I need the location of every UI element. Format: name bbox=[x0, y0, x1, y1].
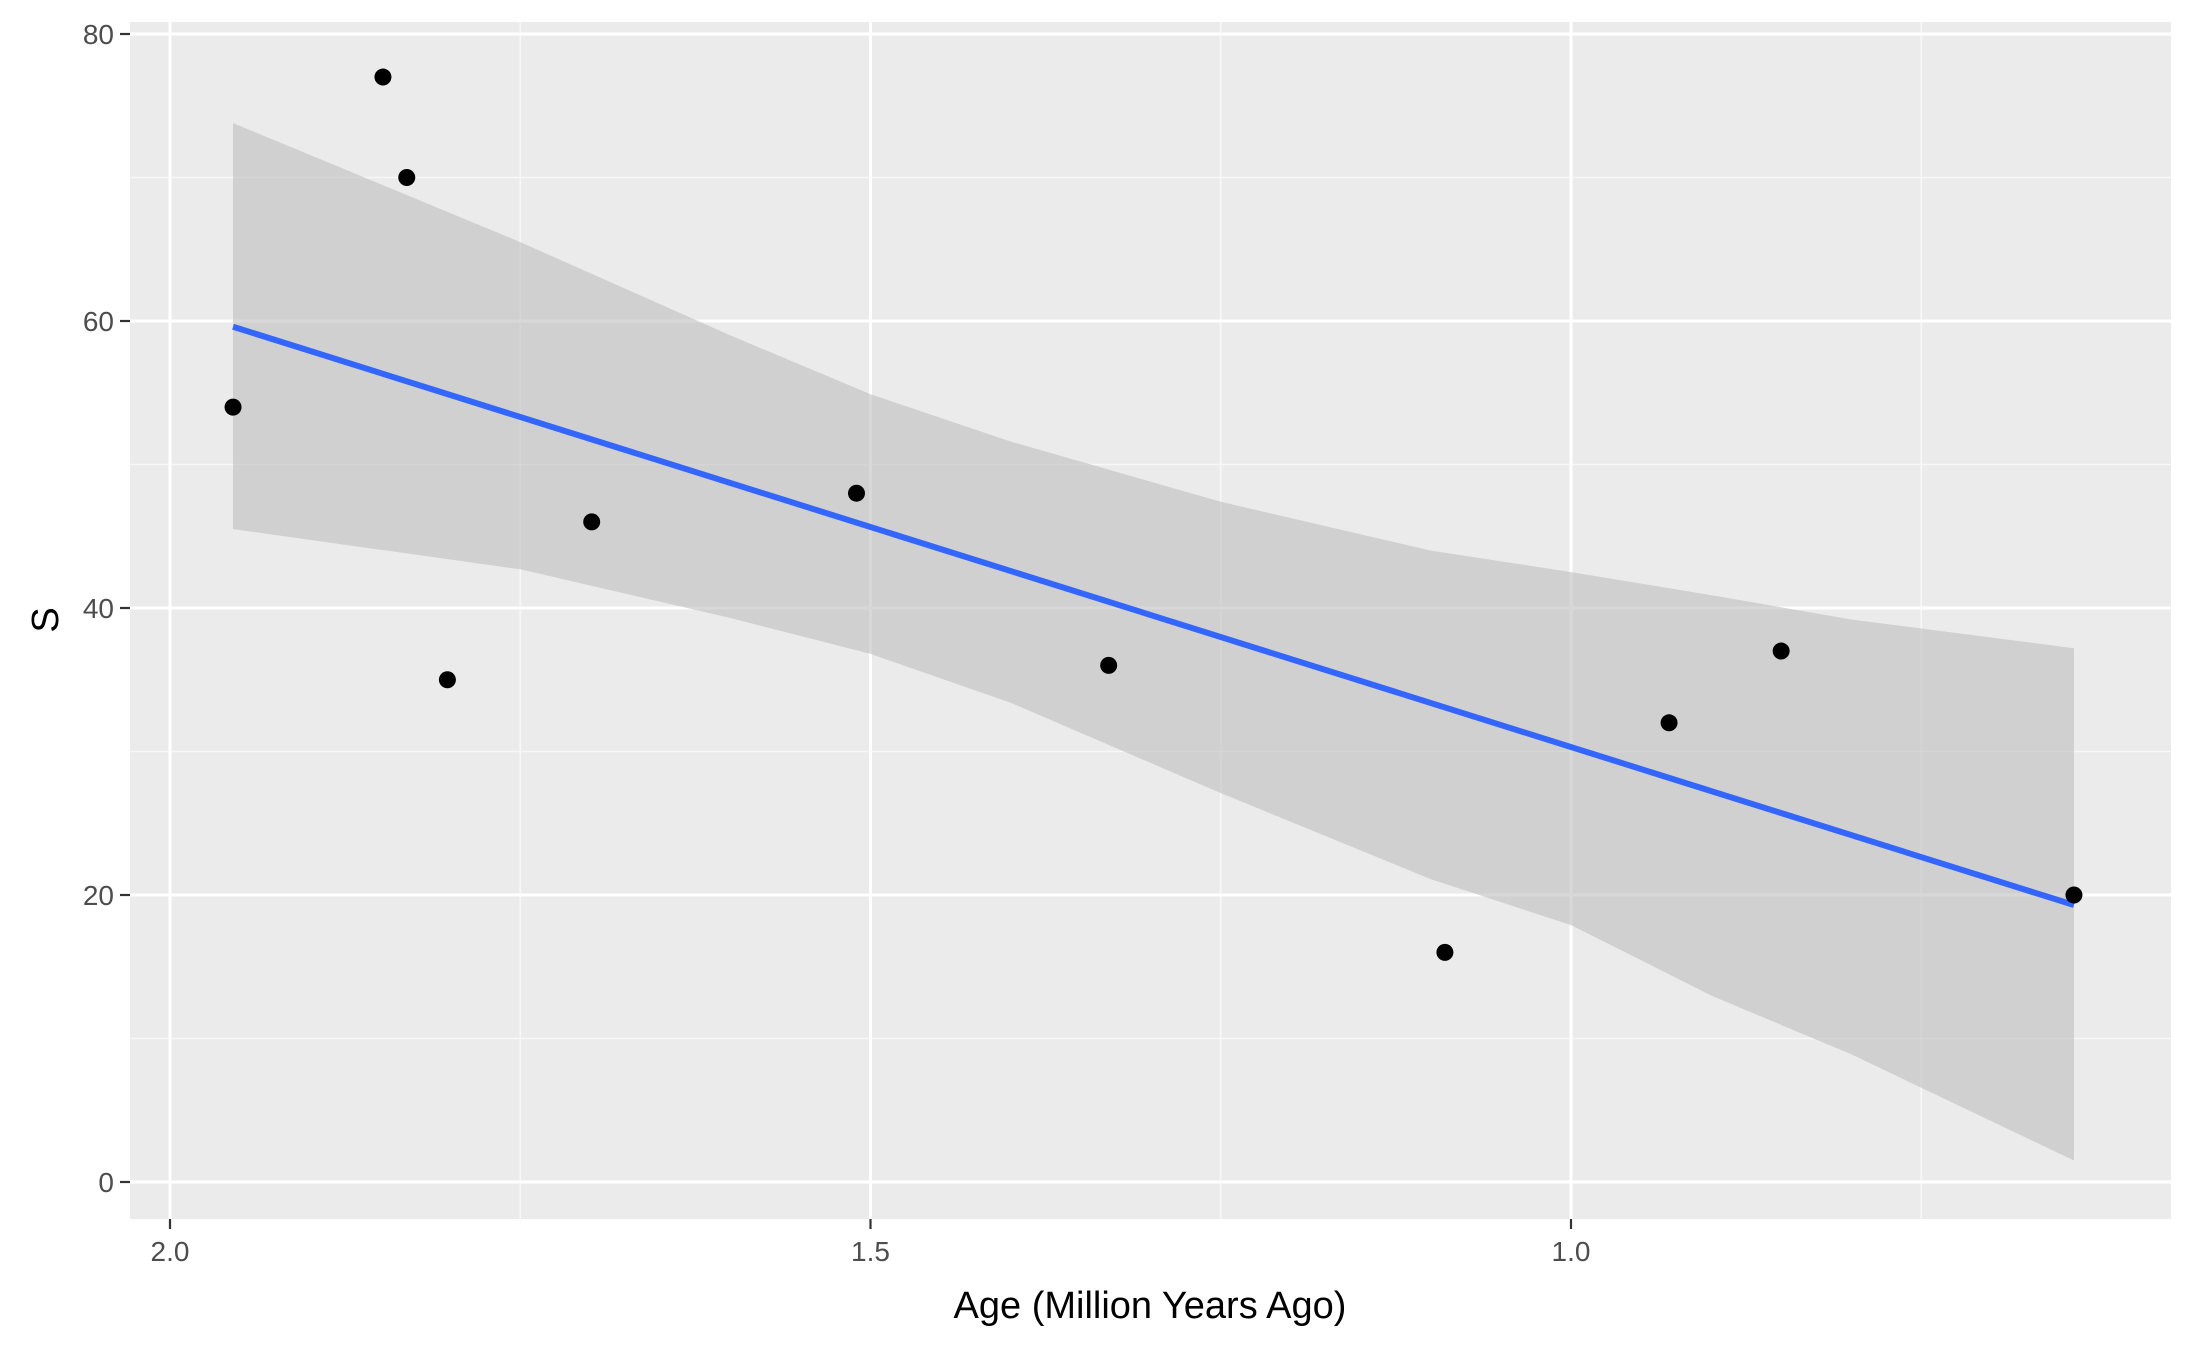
y-tick-label: 80 bbox=[83, 19, 114, 50]
data-point bbox=[224, 398, 242, 416]
x-tick-label: 1.0 bbox=[1552, 1236, 1591, 1267]
x-axis-ticks: 2.0 1.5 1.0 bbox=[151, 1219, 1591, 1267]
x-axis-title: Age (Million Years Ago) bbox=[954, 1285, 1347, 1327]
data-point bbox=[398, 169, 416, 186]
data-point bbox=[1660, 714, 1678, 732]
y-tick-label: 60 bbox=[83, 306, 114, 337]
data-points bbox=[224, 68, 2083, 961]
data-point bbox=[1100, 656, 1118, 674]
data-point bbox=[583, 513, 601, 531]
y-axis-ticks: 0 20 40 60 80 bbox=[83, 19, 130, 1198]
confidence-band bbox=[233, 123, 2074, 1161]
y-tick-label: 0 bbox=[98, 1167, 114, 1198]
y-tick-label: 20 bbox=[83, 880, 114, 911]
regression-line bbox=[232, 323, 2075, 908]
data-point bbox=[847, 484, 865, 502]
y-axis-title: S bbox=[25, 607, 67, 632]
data-point bbox=[2065, 886, 2083, 904]
x-tick-label: 1.5 bbox=[851, 1236, 890, 1267]
data-point bbox=[1436, 943, 1454, 961]
data-point bbox=[1772, 642, 1790, 660]
y-tick-label: 40 bbox=[83, 593, 114, 624]
data-point bbox=[438, 671, 456, 689]
data-point bbox=[374, 68, 392, 86]
x-tick-label: 2.0 bbox=[151, 1236, 190, 1267]
